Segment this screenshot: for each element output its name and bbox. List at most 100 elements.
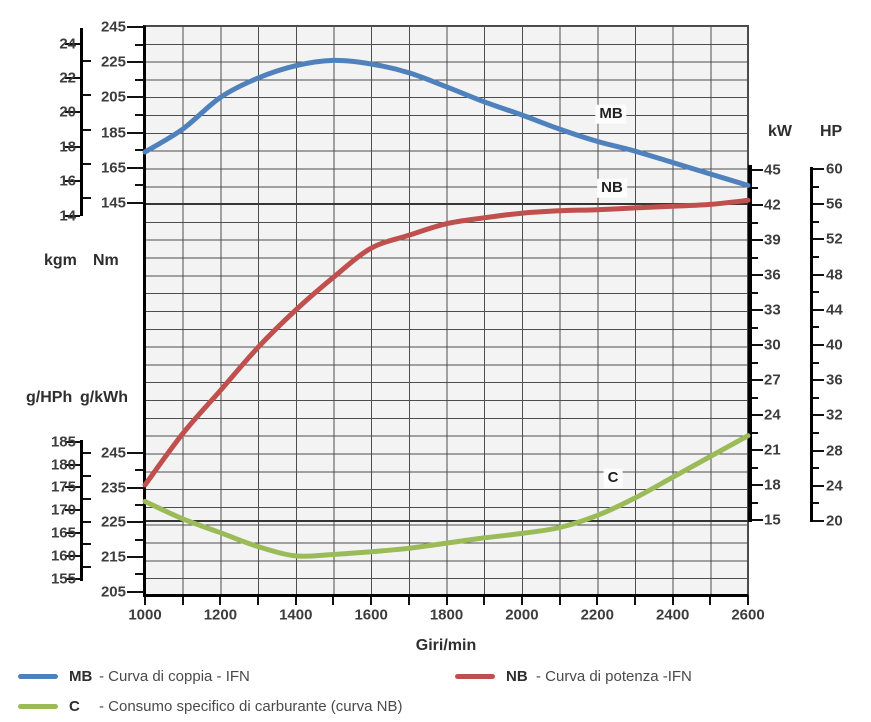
- HP-major-tick: [813, 344, 824, 346]
- x-axis-title: Giri/min: [415, 637, 477, 654]
- kW-minor-tick: [752, 291, 758, 294]
- HP-minor-tick: [813, 256, 819, 258]
- gkWh-tick-label: 205: [100, 583, 126, 601]
- HP-tick-label: 44: [826, 301, 843, 319]
- gHPh-tick-label: 165: [50, 524, 76, 542]
- mb-legend-text: - Curva di coppia - IFN: [99, 668, 250, 685]
- kW-major-tick: [752, 169, 763, 171]
- Nm-minor-tick: [135, 184, 144, 187]
- kW-major-tick: [752, 449, 763, 451]
- gHPh-minor-tick: [83, 543, 91, 546]
- nm-unit-label: Nm: [93, 252, 119, 269]
- Nm-tick-label: 225: [100, 53, 126, 71]
- kw-unit-label: kW: [768, 123, 792, 140]
- kgm-major-tick: [65, 214, 80, 217]
- gHPh-minor-tick: [83, 497, 91, 500]
- c-legend-text: - Consumo specifico di carburante (curva…: [99, 698, 403, 715]
- gHPh-tick-label: 170: [50, 501, 76, 519]
- x-axis-tick: [709, 597, 712, 605]
- Nm-tick-label: 245: [100, 18, 126, 36]
- x-axis-tick: [633, 597, 636, 605]
- kgm-major-tick: [65, 76, 80, 79]
- gHPh-major-tick: [65, 577, 80, 580]
- kW-minor-tick: [752, 326, 758, 329]
- kW-major-tick: [752, 309, 763, 311]
- gHPh-minor-tick: [83, 474, 91, 477]
- gkWh-minor-tick: [135, 538, 144, 541]
- gHPh-tick-label: 155: [50, 570, 76, 588]
- x-axis-tick: [181, 597, 184, 605]
- HP-major-tick: [813, 484, 824, 487]
- kgm-tick-label: 14: [59, 207, 76, 224]
- HP-minor-tick: [813, 396, 819, 399]
- nb-legend-text: - Curva di potenza -IFN: [536, 668, 692, 685]
- x-axis-tick: [558, 597, 561, 605]
- x-axis-tick: [407, 597, 410, 605]
- kW-major-tick: [752, 484, 763, 486]
- kW-minor-tick: [752, 501, 758, 504]
- kgm-minor-tick: [83, 128, 91, 131]
- mb-legend-abbr: MB: [69, 668, 93, 685]
- HP-major-tick: [813, 414, 824, 417]
- kW-tick-label: 39: [764, 231, 781, 249]
- kW-minor-tick: [752, 186, 758, 189]
- kW-tick-label: 15: [764, 511, 781, 529]
- kgm-minor-tick: [83, 162, 91, 165]
- kW-minor-tick: [752, 396, 758, 399]
- HP-minor-tick: [813, 432, 819, 434]
- hp-unit-label: HP: [820, 123, 843, 140]
- HP-minor-tick: [813, 502, 819, 505]
- gHPh-major-tick: [65, 509, 80, 512]
- gkWh-major-tick: [127, 452, 144, 454]
- HP-major-tick: [813, 520, 824, 522]
- HP-tick-label: 28: [826, 442, 843, 460]
- kW-major-tick: [752, 239, 763, 241]
- x-axis-tick-label: 1000: [128, 606, 162, 624]
- plot-area: [143, 25, 749, 597]
- Nm-tick-label: 185: [100, 124, 126, 142]
- kgm-tick-label: 16: [59, 172, 76, 190]
- kgm-tick-label: 24: [59, 35, 76, 52]
- bold-gridline-15kw: [146, 520, 748, 522]
- kgm-axis-bar: [80, 28, 83, 216]
- kW-tick-label: 27: [764, 371, 781, 389]
- gkWh-minor-tick: [135, 573, 144, 576]
- kW-tick-label: 36: [764, 266, 781, 284]
- HP-major-tick: [813, 203, 824, 206]
- HP-major-tick: [813, 379, 824, 382]
- Nm-tick-label: 205: [100, 88, 126, 106]
- gHPh-tick-label: 175: [50, 478, 76, 496]
- gHPh-minor-tick: [83, 566, 91, 569]
- legend-item-c: C - Consumo specifico di carburante (cur…: [18, 698, 402, 715]
- HP-minor-tick: [813, 467, 819, 470]
- gHPh-tick-label: 180: [50, 456, 76, 473]
- x-axis-tick: [596, 597, 599, 605]
- HP-tick-label: 48: [826, 266, 843, 284]
- HP-tick-label: 60: [826, 160, 843, 178]
- kgm-major-tick: [65, 180, 80, 183]
- x-axis-tick: [747, 597, 749, 605]
- nb-curve-label: NB: [597, 178, 627, 198]
- Nm-minor-tick: [135, 43, 144, 46]
- x-axis-tick: [332, 597, 335, 605]
- legend-item-nb: NB - Curva di potenza -IFN: [455, 668, 692, 685]
- HP-major-tick: [813, 273, 824, 276]
- HP-minor-tick: [813, 220, 819, 223]
- HP-major-tick: [813, 308, 824, 311]
- x-axis-tick-label: 2600: [731, 606, 765, 624]
- c-legend-swatch: [18, 704, 58, 709]
- nb-legend-abbr: NB: [506, 668, 528, 685]
- kW-tick-label: 21: [764, 441, 781, 459]
- kW-tick-label: 24: [764, 406, 781, 424]
- gHPh-tick-label: 185: [50, 433, 76, 451]
- x-axis-tick-label: 1600: [354, 606, 388, 624]
- kW-minor-tick: [752, 431, 758, 434]
- x-axis-tick: [257, 597, 260, 605]
- kgm-minor-tick: [83, 197, 91, 200]
- HP-tick-label: 56: [826, 195, 843, 213]
- Nm-major-tick: [127, 202, 144, 204]
- bold-gridline-145nm: [146, 203, 748, 205]
- HP-major-tick: [813, 168, 824, 170]
- Nm-major-tick: [127, 61, 144, 64]
- gHPh-major-tick: [65, 463, 80, 466]
